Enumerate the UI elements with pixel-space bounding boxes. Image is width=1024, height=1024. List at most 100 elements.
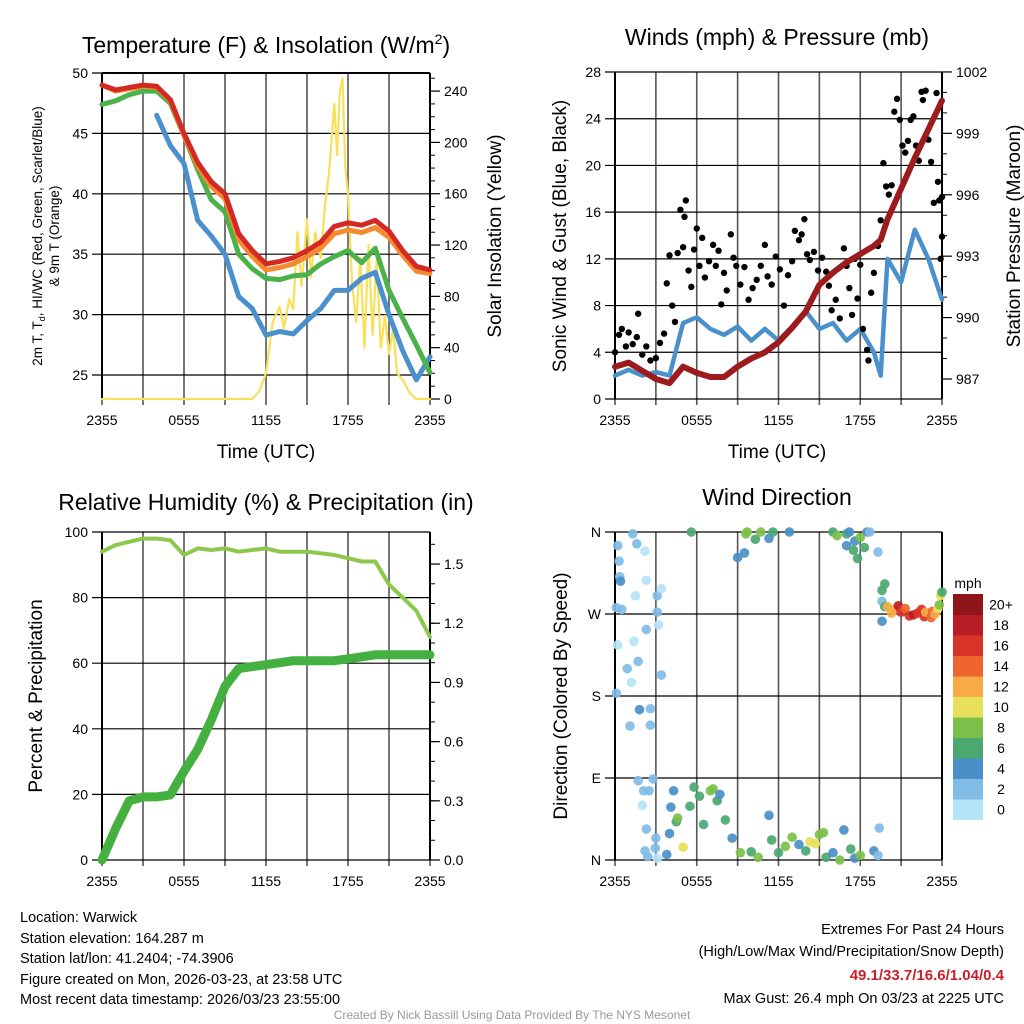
gust-point bbox=[922, 87, 929, 94]
wind-direction-point bbox=[637, 800, 648, 811]
gust-point bbox=[810, 248, 818, 256]
gust-point bbox=[674, 249, 681, 257]
wind-direction-point bbox=[735, 847, 746, 858]
x-tick-label: 1155 bbox=[251, 873, 281, 889]
wind-direction-point bbox=[698, 819, 709, 830]
temp-ylabel-line2: & 9m T (Orange) bbox=[47, 186, 62, 287]
gust-point bbox=[904, 137, 912, 145]
gust-point bbox=[888, 182, 895, 189]
right-y-tick-label: 999 bbox=[956, 125, 980, 141]
x-tick-label: 0555 bbox=[168, 412, 199, 428]
gust-point bbox=[690, 246, 698, 253]
rh-panel-title: Relative Humidity (%) & Precipitation (i… bbox=[58, 489, 473, 515]
gust-point bbox=[930, 199, 938, 206]
wind-direction-point bbox=[937, 587, 947, 597]
insolation-ylabel: Solar Insolation (Yellow) bbox=[485, 134, 506, 337]
y-tick-label: 50 bbox=[72, 65, 88, 81]
precipitation-line bbox=[97, 650, 435, 865]
wind-direction-point bbox=[832, 530, 842, 541]
x-tick-label: 0555 bbox=[681, 873, 712, 889]
gust-point bbox=[784, 272, 792, 279]
colorbar-label: 20+ bbox=[989, 596, 1013, 612]
gust-point bbox=[693, 225, 700, 232]
right-y-tick-label: 0.3 bbox=[444, 793, 464, 809]
colorbar-title: mph bbox=[954, 575, 981, 591]
x-tick-label: 2355 bbox=[926, 873, 957, 889]
insolation-line bbox=[100, 77, 432, 401]
y-tick-label: 20 bbox=[585, 157, 601, 173]
y-tick-label: 100 bbox=[65, 524, 89, 540]
wind-direction-point bbox=[678, 842, 688, 853]
wind-direction-point bbox=[632, 539, 642, 549]
gust-point bbox=[836, 315, 844, 322]
gust-point bbox=[666, 252, 673, 259]
x-tick-label: 0555 bbox=[168, 873, 199, 889]
gust-point bbox=[629, 340, 636, 348]
gust-point bbox=[865, 357, 872, 364]
colorbar-label: 10 bbox=[993, 699, 1009, 715]
colorbar-swatch bbox=[953, 594, 983, 615]
gust-point bbox=[633, 333, 640, 341]
gust-point bbox=[753, 276, 760, 284]
wind-direction-point bbox=[615, 576, 626, 586]
gust-point bbox=[798, 231, 805, 238]
wind-direction-point bbox=[625, 721, 635, 731]
wind-direction-point bbox=[652, 853, 663, 863]
gust-point bbox=[788, 257, 796, 265]
right-y-tick-label: 0.0 bbox=[444, 852, 464, 868]
x-tick-label: 1755 bbox=[845, 873, 876, 889]
winds-panel-title: Winds (mph) & Pressure (mb) bbox=[625, 24, 929, 50]
right-y-tick-label: 996 bbox=[956, 187, 980, 203]
gust-point bbox=[859, 325, 867, 333]
wind-direction-point bbox=[900, 603, 911, 614]
wind-direction-point bbox=[720, 815, 731, 825]
gust-point bbox=[660, 330, 668, 337]
y-tick-label: 8 bbox=[593, 298, 601, 314]
wind-direction-point bbox=[800, 846, 811, 856]
colorbar-label: 8 bbox=[997, 719, 1005, 735]
colorbar-swatch bbox=[953, 758, 983, 779]
gust-point bbox=[768, 281, 775, 288]
gust-point bbox=[877, 217, 884, 224]
gust-point bbox=[679, 243, 687, 251]
x-tick-label: 1755 bbox=[845, 412, 876, 428]
y-tick-label: 4 bbox=[593, 344, 601, 360]
wind-direction-point bbox=[641, 575, 652, 586]
wind-direction-point bbox=[614, 556, 624, 566]
pressure-ylabel: Station Pressure (Maroon) bbox=[1004, 125, 1024, 348]
wind-direction-point bbox=[641, 624, 652, 635]
wind-direction-point bbox=[611, 688, 622, 699]
wind-direction-point bbox=[666, 802, 676, 812]
wind-direction-point bbox=[852, 553, 863, 564]
y-tick-label: S bbox=[592, 688, 601, 704]
y-tick-label: E bbox=[592, 770, 601, 786]
y-tick-label: 80 bbox=[72, 590, 88, 606]
wind-direction-point bbox=[841, 540, 852, 551]
wind-direction-point bbox=[685, 801, 695, 812]
wind-direction-point bbox=[651, 833, 661, 843]
colorbar-label: 14 bbox=[993, 658, 1009, 674]
colorbar-swatch bbox=[953, 737, 983, 759]
gust-point bbox=[899, 142, 906, 149]
x-tick-label: 1155 bbox=[251, 412, 281, 428]
x-tick-label: 1155 bbox=[763, 873, 793, 889]
wind-direction-point bbox=[629, 636, 639, 647]
gust-point bbox=[671, 318, 679, 326]
x-tick-label: 2355 bbox=[414, 873, 445, 889]
wind-direction-point bbox=[633, 775, 643, 786]
gust-point bbox=[681, 213, 688, 221]
y-tick-label: N bbox=[591, 852, 601, 868]
gust-point bbox=[927, 158, 935, 166]
y-tick-label: 24 bbox=[585, 111, 601, 127]
gust-point bbox=[720, 269, 728, 277]
wind-direction-point bbox=[879, 579, 890, 589]
gust-point bbox=[848, 311, 856, 319]
colorbar-label: 18 bbox=[993, 617, 1009, 633]
gust-point bbox=[863, 346, 871, 354]
y-tick-label: 60 bbox=[72, 655, 88, 671]
wind-direction-point bbox=[653, 620, 664, 630]
wind-direction-point bbox=[753, 852, 763, 863]
gust-point bbox=[934, 178, 942, 185]
gust-point bbox=[652, 354, 660, 362]
colorbar-swatch bbox=[953, 799, 983, 820]
